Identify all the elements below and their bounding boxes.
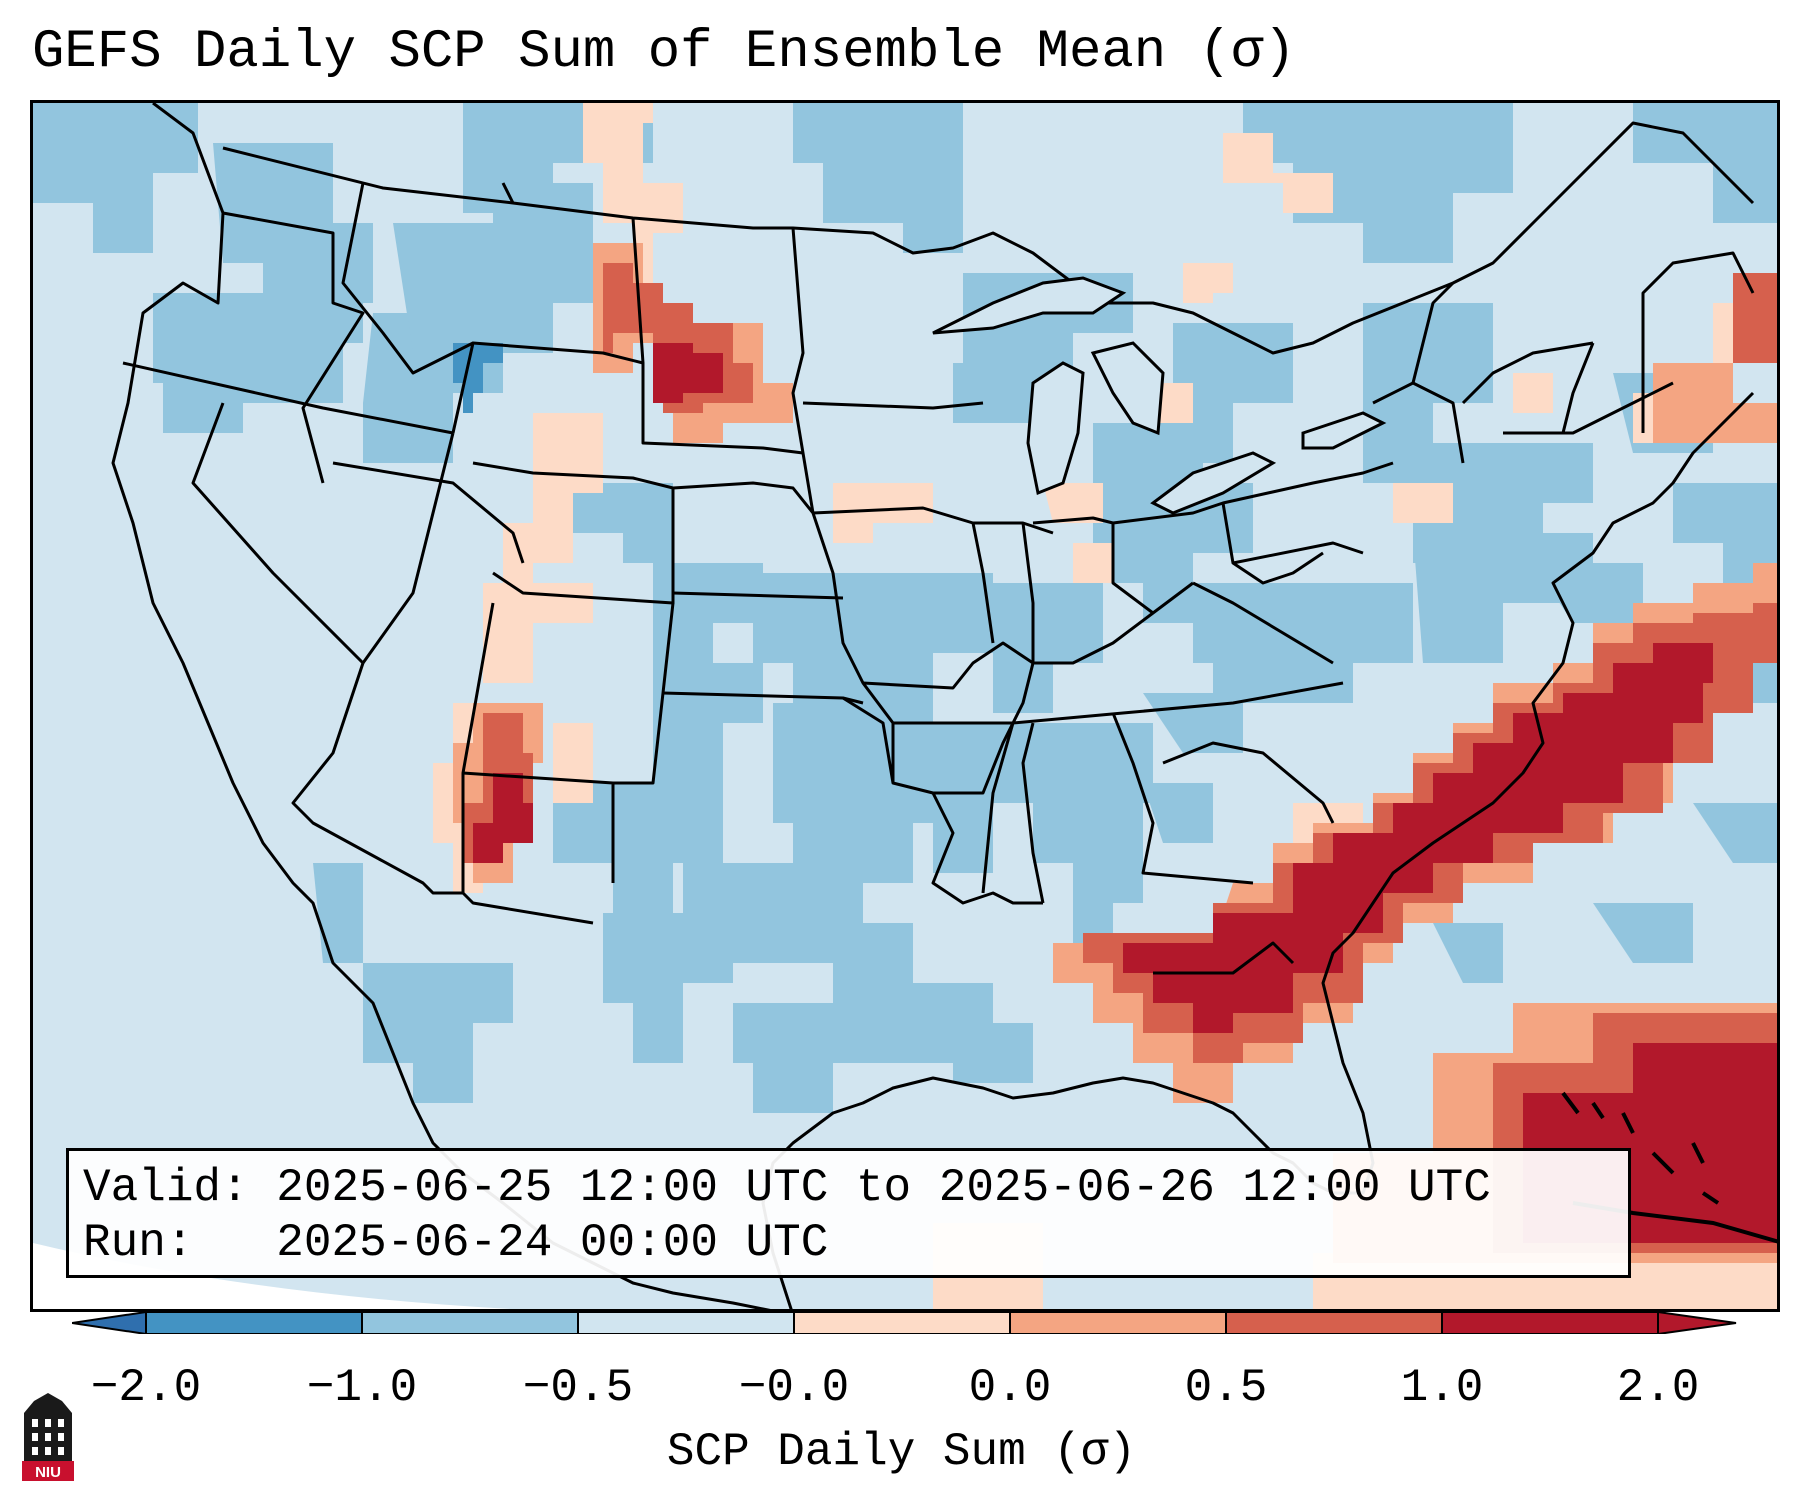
colorbar-segment-2	[362, 1312, 578, 1334]
boundaries	[111, 103, 1755, 1309]
colorbar-segment-7	[1442, 1312, 1658, 1334]
colorbar-tick-2: −1.0	[306, 1362, 418, 1414]
chart-title: GEFS Daily SCP Sum of Ensemble Mean (σ)	[32, 22, 1296, 83]
run-label: Run:	[83, 1217, 194, 1269]
colorbar-extend-high	[1658, 1312, 1736, 1334]
colorbar-tick-4: −0.0	[738, 1362, 850, 1414]
colorbar-segment-6	[1226, 1312, 1442, 1334]
colorbar-tick-5: 0.0	[968, 1362, 1052, 1414]
colorbar-segment-3	[578, 1312, 794, 1334]
colorbar-tick-7: 1.0	[1400, 1362, 1484, 1414]
colorbar-segment-4	[794, 1312, 1010, 1334]
colorbar-tick-6: 0.5	[1184, 1362, 1268, 1414]
colorbar-extend-low	[72, 1312, 146, 1334]
colorbar-tick-8: 2.0	[1616, 1362, 1700, 1414]
colorbar-label: SCP Daily Sum (σ)	[666, 1426, 1137, 1478]
great-lakes	[932, 276, 1387, 515]
canada-border	[222, 121, 1755, 355]
colorbar-segment-1	[146, 1312, 362, 1334]
colorbar-segment-5	[1010, 1312, 1226, 1334]
niu-logo-text: NIU	[35, 1464, 61, 1481]
strong-below-normal-area	[453, 343, 503, 413]
map-panel	[30, 100, 1780, 1312]
niu-logo: NIU	[22, 1393, 74, 1481]
valid-label: Valid:	[83, 1162, 249, 1214]
projection-edge-white	[33, 1243, 511, 1309]
validity-info-box: Valid: 2025-06-25 12:00 UTC to 2025-06-2…	[66, 1148, 1631, 1278]
below-normal-areas	[33, 103, 1777, 1113]
valid-value: 2025-06-25 12:00 UTC to 2025-06-26 12:00…	[276, 1162, 1491, 1214]
colorbar	[72, 1312, 1737, 1334]
map-svg	[33, 103, 1777, 1309]
colorbar-tick-3: −0.5	[522, 1362, 634, 1414]
run-value: 2025-06-24 00:00 UTC	[276, 1217, 829, 1269]
colorbar-tick-1: −2.0	[90, 1362, 202, 1414]
